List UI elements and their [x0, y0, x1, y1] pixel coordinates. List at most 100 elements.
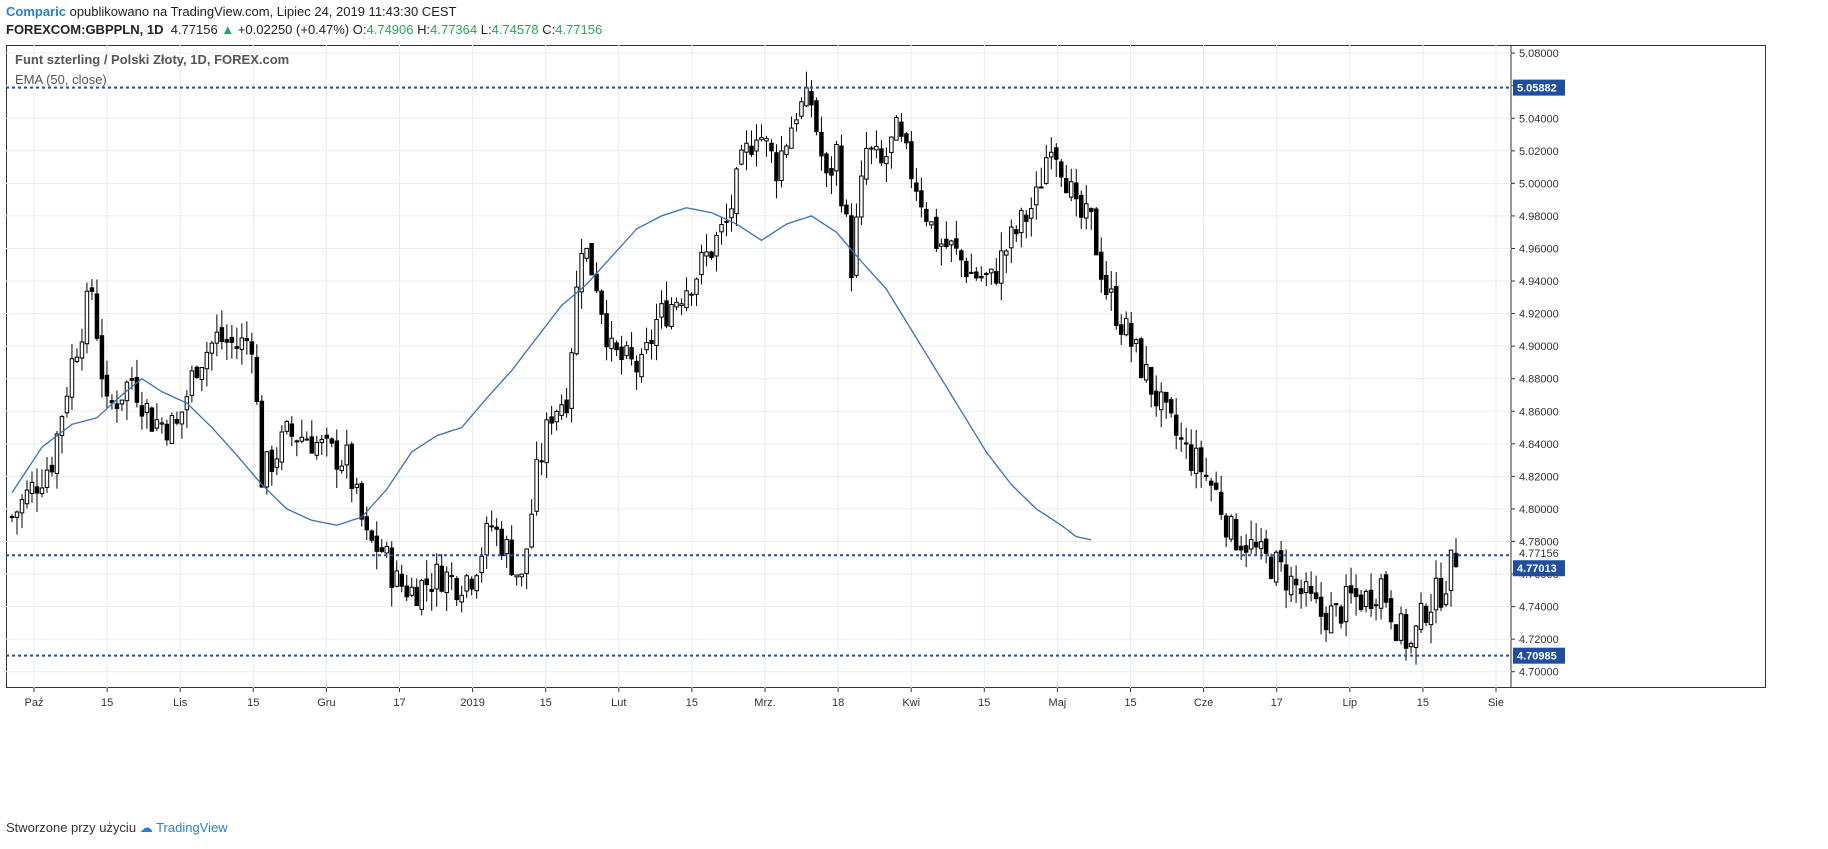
candle[interactable]: [1173, 398, 1179, 450]
candle[interactable]: [74, 348, 80, 364]
candle[interactable]: [984, 271, 989, 287]
candle[interactable]: [694, 277, 699, 307]
candle[interactable]: [29, 471, 35, 503]
candle[interactable]: [94, 279, 100, 341]
candle[interactable]: [889, 136, 894, 169]
candle[interactable]: [39, 469, 45, 498]
candle[interactable]: [209, 340, 215, 371]
candle[interactable]: [964, 257, 969, 284]
candle[interactable]: [1138, 336, 1144, 379]
candle[interactable]: [1358, 590, 1364, 612]
candle[interactable]: [1034, 171, 1039, 220]
candle[interactable]: [374, 521, 379, 570]
candle[interactable]: [954, 220, 959, 255]
candle[interactable]: [1248, 520, 1254, 554]
symbol-label[interactable]: FOREXCOM:GBPPLN, 1D: [6, 22, 164, 37]
candle[interactable]: [639, 348, 644, 383]
candle[interactable]: [1333, 602, 1339, 617]
candle[interactable]: [939, 238, 944, 266]
candle[interactable]: [509, 525, 514, 576]
candle[interactable]: [19, 494, 25, 529]
candle[interactable]: [144, 398, 150, 429]
candle[interactable]: [1208, 477, 1214, 502]
candle[interactable]: [524, 548, 529, 590]
candle[interactable]: [319, 435, 325, 455]
candle[interactable]: [529, 499, 534, 549]
candle[interactable]: [1118, 314, 1124, 346]
candle[interactable]: [1133, 338, 1139, 353]
candle[interactable]: [1009, 219, 1014, 264]
candle[interactable]: [84, 282, 90, 354]
candle[interactable]: [859, 160, 864, 226]
candle[interactable]: [474, 573, 479, 599]
candle[interactable]: [604, 299, 609, 361]
candle[interactable]: [64, 387, 70, 418]
candle[interactable]: [929, 221, 934, 230]
candle[interactable]: [169, 412, 175, 444]
candle[interactable]: [779, 135, 784, 188]
candle[interactable]: [219, 310, 225, 350]
candle[interactable]: [1393, 623, 1399, 642]
candle[interactable]: [764, 135, 769, 157]
candle[interactable]: [1433, 560, 1439, 624]
candle[interactable]: [434, 553, 439, 607]
candle[interactable]: [1004, 248, 1009, 274]
candle[interactable]: [884, 147, 889, 183]
candle[interactable]: [1348, 567, 1354, 604]
candle[interactable]: [584, 247, 589, 262]
candle[interactable]: [469, 576, 474, 596]
candle[interactable]: [194, 365, 200, 379]
candle[interactable]: [1428, 593, 1434, 644]
candle[interactable]: [1054, 143, 1059, 177]
candle[interactable]: [744, 130, 749, 171]
candle[interactable]: [164, 419, 170, 446]
candle[interactable]: [504, 535, 509, 568]
candle[interactable]: [914, 168, 919, 201]
candle[interactable]: [844, 199, 849, 217]
candle[interactable]: [399, 564, 404, 593]
candle[interactable]: [1049, 137, 1054, 170]
candle[interactable]: [669, 297, 674, 330]
candle[interactable]: [244, 321, 250, 355]
candle[interactable]: [259, 395, 265, 488]
candle[interactable]: [1163, 391, 1169, 419]
candle[interactable]: [749, 130, 754, 158]
candle[interactable]: [874, 130, 879, 159]
candle[interactable]: [354, 477, 360, 494]
candle[interactable]: [264, 451, 270, 495]
candle[interactable]: [1253, 523, 1259, 557]
candle[interactable]: [634, 355, 639, 390]
candle[interactable]: [549, 405, 554, 435]
candle[interactable]: [1103, 260, 1109, 300]
candle[interactable]: [879, 140, 884, 167]
candle[interactable]: [389, 541, 394, 607]
candle[interactable]: [1288, 566, 1294, 603]
candle[interactable]: [624, 341, 629, 360]
candle[interactable]: [1213, 471, 1219, 491]
candle[interactable]: [1143, 346, 1149, 383]
candle[interactable]: [1353, 574, 1359, 616]
candle[interactable]: [1014, 225, 1019, 242]
candle[interactable]: [24, 480, 30, 509]
candle[interactable]: [54, 430, 60, 489]
candle[interactable]: [339, 459, 345, 474]
candle[interactable]: [674, 297, 679, 311]
candle[interactable]: [854, 203, 859, 278]
candle[interactable]: [689, 292, 694, 306]
candle[interactable]: [1263, 529, 1269, 564]
candle[interactable]: [569, 348, 574, 423]
candle[interactable]: [59, 415, 65, 454]
candle[interactable]: [869, 146, 874, 165]
candle[interactable]: [349, 441, 355, 503]
candle[interactable]: [359, 481, 365, 527]
candle[interactable]: [89, 279, 95, 300]
candle[interactable]: [829, 156, 834, 195]
candle[interactable]: [114, 390, 120, 423]
candle[interactable]: [1079, 190, 1084, 229]
candle[interactable]: [1378, 573, 1384, 620]
candle[interactable]: [609, 320, 614, 362]
author-link[interactable]: Comparic: [6, 4, 66, 19]
candle[interactable]: [759, 124, 764, 142]
candle[interactable]: [1019, 207, 1024, 248]
candle[interactable]: [119, 399, 125, 412]
